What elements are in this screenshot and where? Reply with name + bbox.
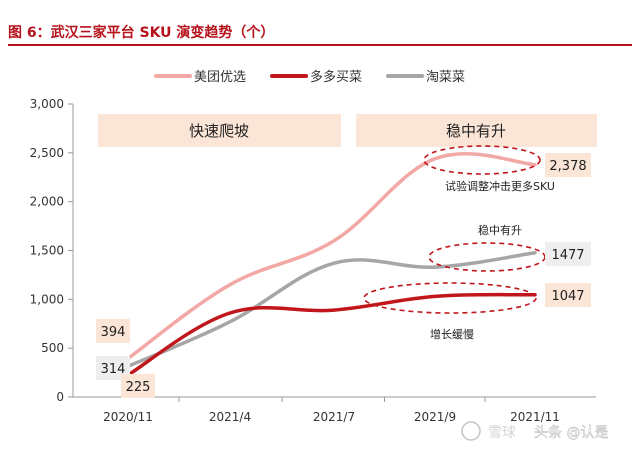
watermark-logo-icon [461,421,481,441]
figure-title: 图 6：武汉三家平台 SKU 演变趋势（个） [8,25,275,41]
start-label-box-meituan [96,319,130,343]
x-tick-label: 2021/4 [209,410,251,424]
y-tick-label: 2,500 [30,146,64,160]
y-tick-label: 1,000 [30,292,64,306]
y-ticks: 0 500 1,000 1,500 2,000 2,500 3,000 [30,97,73,404]
annotation-taocai: 稳中有升 [478,223,522,237]
legend-label-duoduo: 多多买菜 [310,69,362,85]
start-label-box-duoduo [121,374,155,398]
start-label-meituan: 394 [101,325,126,340]
title-rule [8,44,632,46]
watermark-text: 头条 @认是 [534,424,608,441]
start-label-taocai: 314 [101,362,126,377]
y-tick-label: 2,000 [30,195,64,209]
watermark: 雪球 头条 @认是 [461,421,609,441]
phase-label-steady: 稳中有升 [446,122,506,140]
watermark-logo-text: 雪球 [488,425,516,441]
y-tick-label: 0 [56,390,64,404]
end-label-meituan: 2,378 [549,159,586,174]
series-line-duoduo [126,292,537,377]
highlight-ellipse-meituan [423,145,541,175]
series-line-taocai [126,250,537,369]
phase-label-ramp: 快速爬坡 [189,122,249,140]
y-tick-label: 1,500 [30,244,64,258]
x-tick-label: 2021/7 [313,410,355,424]
y-tick-label: 3,000 [30,97,64,111]
highlight-ellipse-duoduo [363,282,537,314]
phase-box-steady [356,114,597,147]
legend: 美团优选 多多买菜 淘菜菜 [154,69,465,85]
end-label-box-taocai [545,242,591,266]
start-label-duoduo: 225 [126,380,151,395]
x-tick-label: 2020/11 [103,410,153,424]
series-line-meituan [126,151,537,361]
phase-box-ramp [98,114,341,147]
legend-label-taocai: 淘菜菜 [426,70,465,85]
annotation-duoduo: 增长缓慢 [430,327,474,341]
highlight-ellipse-taocai [428,242,546,272]
x-ticks: 2020/11 2021/4 2021/7 2021/9 2021/11 [103,397,560,424]
figure-header: 图 6：武汉三家平台 SKU 演变趋势（个） [0,0,640,48]
end-label-duoduo: 1047 [551,289,584,304]
x-tick-label: 2021/11 [510,410,560,424]
annotation-meituan: 试验调整冲击更多SKU [445,179,555,193]
end-label-box-duoduo [545,283,591,307]
legend-label-meituan: 美团优选 [194,70,246,85]
end-label-box-meituan [545,153,591,177]
end-label-taocai: 1477 [551,248,584,263]
x-tick-label: 2021/9 [414,410,456,424]
y-tick-label: 500 [41,341,64,355]
